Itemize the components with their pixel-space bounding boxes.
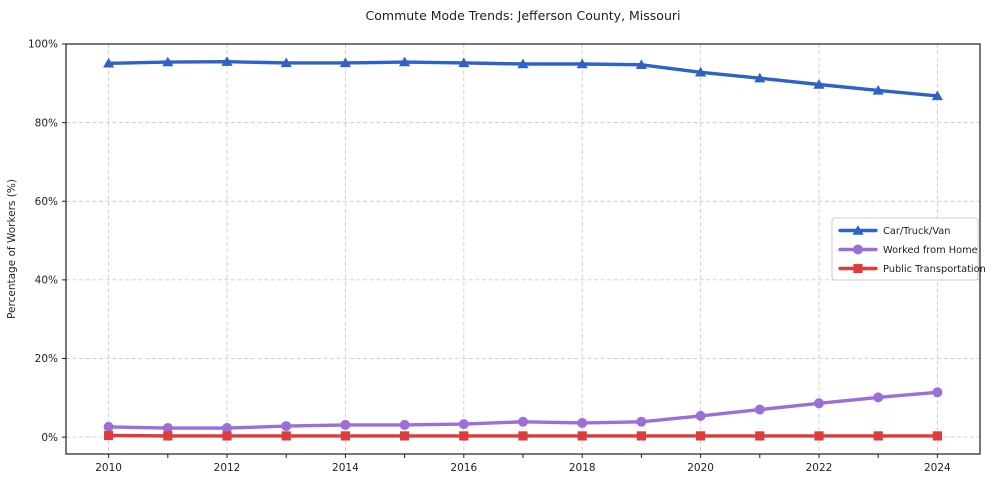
legend-label-worked-from-home: Worked from Home xyxy=(883,245,978,256)
marker-car-truck-van xyxy=(872,84,884,95)
y-tick-label: 20% xyxy=(35,353,58,365)
marker-public-transportation xyxy=(873,431,883,441)
marker-public-transportation xyxy=(400,431,410,441)
x-tick-label: 2012 xyxy=(214,462,241,474)
marker-public-transportation xyxy=(695,431,706,441)
marker-public-transportation xyxy=(932,431,942,441)
marker-car-truck-van xyxy=(280,57,292,68)
marker-worked-from-home xyxy=(340,419,351,430)
marker-public-transportation xyxy=(636,431,646,441)
legend-marker-worked-from-home xyxy=(853,244,863,255)
marker-car-truck-van xyxy=(635,59,647,70)
marker-car-truck-van xyxy=(813,79,825,89)
marker-worked-from-home xyxy=(458,419,469,430)
marker-car-truck-van xyxy=(221,56,233,66)
marker-car-truck-van xyxy=(399,56,411,67)
y-tick-label: 60% xyxy=(35,196,58,208)
marker-car-truck-van xyxy=(694,66,707,77)
marker-public-transportation xyxy=(755,431,765,441)
marker-public-transportation xyxy=(518,431,528,441)
x-tick-label: 2010 xyxy=(95,462,122,474)
marker-worked-from-home xyxy=(695,410,706,421)
chart-title: Commute Mode Trends: Jefferson County, M… xyxy=(366,8,681,23)
marker-public-transportation xyxy=(222,431,232,441)
marker-worked-from-home xyxy=(754,404,765,415)
marker-car-truck-van xyxy=(931,90,943,101)
x-tick-label: 2020 xyxy=(687,462,714,474)
marker-worked-from-home xyxy=(518,416,528,427)
y-tick-label: 100% xyxy=(28,39,58,51)
y-tick-label: 40% xyxy=(35,275,58,287)
marker-worked-from-home xyxy=(103,421,114,432)
marker-public-transportation xyxy=(163,431,173,441)
marker-car-truck-van xyxy=(458,57,470,68)
marker-car-truck-van xyxy=(517,58,529,69)
marker-public-transportation xyxy=(577,431,587,441)
marker-worked-from-home xyxy=(873,392,884,403)
marker-worked-from-home xyxy=(636,416,647,427)
y-tick-label: 0% xyxy=(41,432,58,444)
x-tick-label: 2024 xyxy=(924,462,951,474)
marker-public-transportation xyxy=(281,431,291,441)
marker-car-truck-van xyxy=(576,58,588,69)
legend xyxy=(831,217,979,281)
marker-car-truck-van xyxy=(754,72,766,83)
x-tick-label: 2014 xyxy=(332,462,359,474)
marker-worked-from-home xyxy=(222,423,233,434)
legend-marker-car-truck-van xyxy=(852,225,864,235)
marker-car-truck-van xyxy=(162,56,174,67)
legend-marker-public-transportation xyxy=(853,263,863,274)
marker-worked-from-home xyxy=(281,421,292,432)
marker-worked-from-home xyxy=(162,423,173,434)
x-tick-label: 2016 xyxy=(450,462,477,474)
legend-label-public-transportation: Public Transportation xyxy=(883,264,986,275)
x-tick-label: 2022 xyxy=(806,462,833,474)
marker-car-truck-van xyxy=(103,57,115,68)
legend-label-car-truck-van: Car/Truck/Van xyxy=(883,226,950,237)
marker-public-transportation xyxy=(459,431,469,441)
marker-car-truck-van xyxy=(339,57,352,68)
marker-public-transportation xyxy=(814,431,824,441)
marker-worked-from-home xyxy=(399,419,410,430)
marker-worked-from-home xyxy=(577,417,588,428)
marker-worked-from-home xyxy=(932,387,943,398)
marker-public-transportation xyxy=(104,430,114,441)
y-axis-label: Percentage of Workers (%) xyxy=(6,179,18,319)
x-tick-label: 2018 xyxy=(569,462,596,474)
marker-worked-from-home xyxy=(813,398,824,409)
y-tick-label: 80% xyxy=(35,117,58,129)
marker-public-transportation xyxy=(340,431,351,441)
